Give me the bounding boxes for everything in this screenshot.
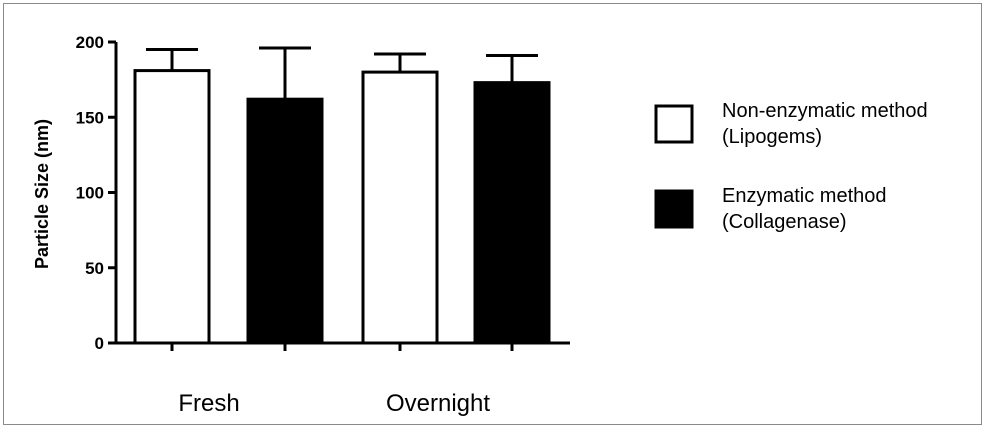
bar-0-0 [133,69,211,345]
x-category-label-0: Fresh [178,390,239,417]
y-tick-label-3: 150 [76,108,104,127]
legend-swatch-1 [654,189,694,229]
x-category-label-1: Overnight [386,390,490,417]
y-tick-label-4: 200 [76,33,104,52]
legend-label-1-1: (Collagenase) [722,211,847,233]
y-tick-label-1: 50 [85,259,104,278]
y-tick-label-0: 0 [95,334,104,353]
chart-frame: Particle Size (nm) 0 50 100 150 200 Fresh Over… [3,3,982,425]
legend-label-0-0: Non-enzymatic method [722,100,928,122]
bar-1-0 [361,70,439,345]
legend-label-1-0: Enzymatic method [722,185,887,207]
legend-swatch-0 [654,104,694,144]
bar-chart: Particle Size (nm) 0 50 100 150 200 Fresh Over… [32,33,928,417]
bar-1-1 [473,81,551,345]
y-axis-title: Particle Size (nm) [32,119,52,269]
y-tick-label-2: 100 [76,184,104,203]
legend-label-0-1: (Lipogems) [722,126,822,148]
bar-0-1 [246,97,324,345]
